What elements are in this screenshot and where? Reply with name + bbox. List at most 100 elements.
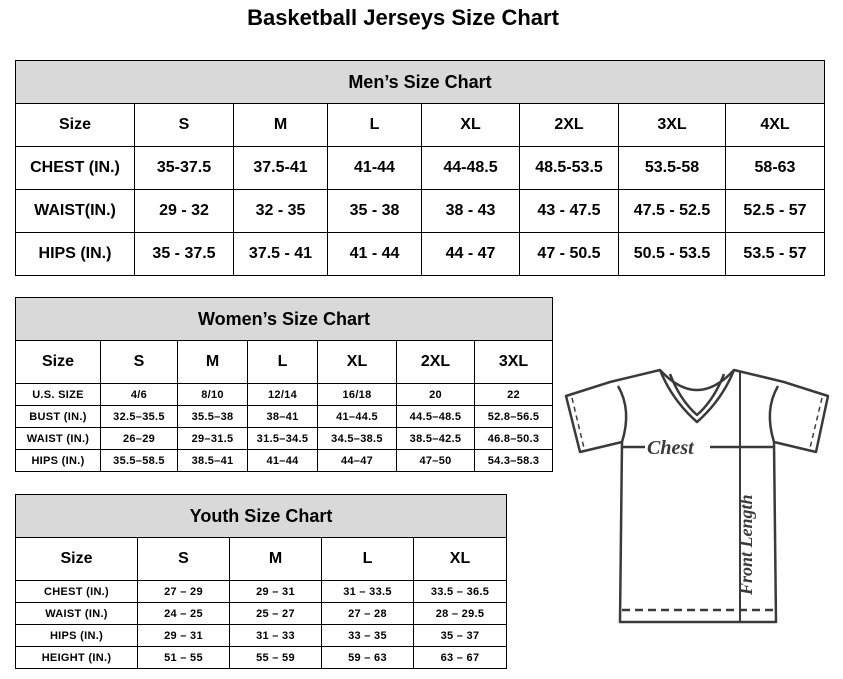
womens-size-table: Women’s Size Chart Size S M L XL 2XL 3XL U.S. S…	[14, 297, 554, 472]
table-cell: 41–44.5	[317, 405, 397, 428]
table-cell: XL	[317, 340, 397, 384]
front-length-label: Front Length	[736, 494, 756, 596]
table-cell: 35 – 37	[412, 624, 508, 647]
table-cell: 20	[396, 383, 475, 406]
table-cell: 3XL	[618, 103, 726, 147]
row-label: CHEST (IN.)	[15, 580, 138, 603]
mens-size-table: Men’s Size Chart Size S M L XL 2XL 3XL 4XL CHEST…	[15, 60, 825, 276]
table-cell: 41–44	[247, 449, 318, 472]
table-cell: 3XL	[473, 340, 554, 384]
table-cell: 35-37.5	[134, 146, 234, 190]
table-cell: 37.5 - 41	[233, 232, 328, 276]
row-label: WAIST (IN.)	[15, 602, 138, 625]
row-label: Size	[15, 537, 138, 581]
table-row: WAIST(IN.) 29 - 32 32 - 35 35 - 38 38 - 43 43…	[15, 189, 825, 233]
table-cell: 4XL	[725, 103, 825, 147]
table-cell: 46.8–50.3	[473, 427, 554, 450]
table-cell: 12/14	[247, 383, 318, 406]
table-cell: S	[100, 340, 178, 384]
table-cell: 32.5–35.5	[100, 405, 178, 428]
row-label: HIPS (IN.)	[15, 232, 135, 276]
table-cell: 44 - 47	[421, 232, 520, 276]
table-cell: 26–29	[100, 427, 178, 450]
table-cell: 29 – 31	[229, 580, 322, 603]
table-cell: 63 – 67	[412, 646, 508, 669]
table-cell: 52.5 - 57	[725, 189, 825, 233]
table-cell: 22	[473, 383, 554, 406]
table-cell: L	[327, 103, 422, 147]
table-cell: 28 – 29.5	[412, 602, 508, 625]
row-label: Size	[15, 103, 135, 147]
table-cell: 4/6	[100, 383, 178, 406]
table-cell: L	[321, 537, 414, 581]
row-label: CHEST (IN.)	[15, 146, 135, 190]
row-label: HIPS (IN.)	[15, 449, 101, 472]
table-cell: 34.5–38.5	[317, 427, 397, 450]
table-cell: 24 – 25	[137, 602, 230, 625]
table-cell: 27 – 29	[137, 580, 230, 603]
table-cell: 38–41	[247, 405, 318, 428]
table-cell: 53.5 - 57	[725, 232, 825, 276]
jersey-diagram: Chest Front Length	[564, 368, 830, 624]
row-label: HEIGHT (IN.)	[15, 646, 138, 669]
table-cell: 2XL	[519, 103, 619, 147]
table-cell: XL	[421, 103, 520, 147]
table-cell: 47–50	[396, 449, 475, 472]
row-label: Size	[15, 340, 101, 384]
table-cell: 59 – 63	[321, 646, 414, 669]
table-cell: S	[134, 103, 234, 147]
table-cell: M	[233, 103, 328, 147]
table-cell: 33 – 35	[321, 624, 414, 647]
table-cell: 35.5–58.5	[100, 449, 178, 472]
table-cell: 35 - 38	[327, 189, 422, 233]
table-cell: 31.5–34.5	[247, 427, 318, 450]
table-cell: 54.3–58.3	[473, 449, 554, 472]
row-label: WAIST (IN.)	[15, 427, 101, 450]
table-cell: 29 - 32	[134, 189, 234, 233]
table-cell: 43 - 47.5	[519, 189, 619, 233]
table-cell: 44–47	[317, 449, 397, 472]
table-cell: 35.5–38	[177, 405, 248, 428]
table-row: HIPS (IN.) 35 - 37.5 37.5 - 41 41 - 44 44 - …	[15, 232, 825, 276]
mens-table-title: Men’s Size Chart	[15, 60, 825, 104]
table-cell: XL	[412, 537, 508, 581]
table-cell: 51 – 55	[137, 646, 230, 669]
table-cell: 25 – 27	[229, 602, 322, 625]
size-header-row: Size S M L XL 2XL 3XL	[15, 340, 554, 384]
table-cell: 41 - 44	[327, 232, 422, 276]
size-header-row: Size S M L XL	[15, 537, 508, 581]
table-cell: 44.5–48.5	[396, 405, 475, 428]
youth-size-table: Youth Size Chart Size S M L XL CHEST (IN.) 27 …	[14, 494, 508, 669]
row-label: BUST (IN.)	[15, 405, 101, 428]
table-cell: 52.8–56.5	[473, 405, 554, 428]
table-row: CHEST (IN.) 27 – 29 29 – 31 31 – 33.5 33.5 –…	[15, 580, 508, 603]
collar-icon	[658, 369, 736, 424]
row-label: HIPS (IN.)	[15, 624, 138, 647]
table-cell: 31 – 33.5	[321, 580, 414, 603]
table-cell: 29–31.5	[177, 427, 248, 450]
table-row: HIPS (IN.) 29 – 31 31 – 33 33 – 35 35 – 37	[15, 624, 508, 647]
table-cell: 33.5 – 36.5	[412, 580, 508, 603]
table-row: BUST (IN.) 32.5–35.5 35.5–38 38–41 41–44.5 44…	[15, 405, 554, 428]
table-cell: 58-63	[725, 146, 825, 190]
row-label: U.S. SIZE	[15, 383, 101, 406]
table-row: WAIST (IN.) 26–29 29–31.5 31.5–34.5 34.5–38.…	[15, 427, 554, 450]
size-header-row: Size S M L XL 2XL 3XL 4XL	[15, 103, 825, 147]
table-cell: 38 - 43	[421, 189, 520, 233]
table-cell: 16/18	[317, 383, 397, 406]
table-row: U.S. SIZE 4/6 8/10 12/14 16/18 20 22	[15, 383, 554, 406]
table-cell: 47.5 - 52.5	[618, 189, 726, 233]
row-label: WAIST(IN.)	[15, 189, 135, 233]
page-title: Basketball Jerseys Size Chart	[247, 5, 559, 30]
table-cell: 38.5–42.5	[396, 427, 475, 450]
table-cell: 32 - 35	[233, 189, 328, 233]
table-cell: 29 – 31	[137, 624, 230, 647]
table-cell: 38.5–41	[177, 449, 248, 472]
table-row: HIPS (IN.) 35.5–58.5 38.5–41 41–44 44–47 47–5…	[15, 449, 554, 472]
table-cell: 55 – 59	[229, 646, 322, 669]
table-cell: 27 – 28	[321, 602, 414, 625]
table-cell: 41-44	[327, 146, 422, 190]
womens-table-title: Women’s Size Chart	[14, 297, 554, 341]
table-row: WAIST (IN.) 24 – 25 25 – 27 27 – 28 28 – 29.…	[15, 602, 508, 625]
